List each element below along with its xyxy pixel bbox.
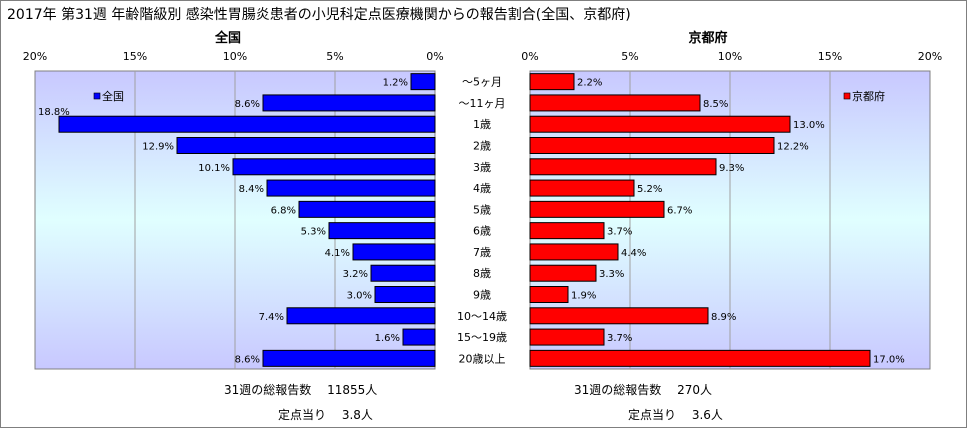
category-label: 5歳 bbox=[473, 203, 491, 216]
footer-stats: 31週の総報告数 11855人 定点当り 3.8人 31週の総報告数 270人 … bbox=[224, 382, 723, 422]
national-total: 31週の総報告数 11855人 bbox=[224, 382, 377, 397]
bar bbox=[529, 158, 717, 176]
data-label: 8.9% bbox=[711, 312, 736, 323]
x-tick-label: 0% bbox=[426, 50, 443, 63]
data-label: 12.9% bbox=[142, 142, 174, 153]
data-label: 3.0% bbox=[347, 291, 372, 302]
data-label: 3.7% bbox=[607, 333, 632, 344]
bar bbox=[529, 73, 575, 91]
data-label: 18.8% bbox=[38, 107, 70, 118]
category-label: 20歳以上 bbox=[459, 352, 506, 365]
category-label: 7歳 bbox=[473, 246, 491, 259]
data-label: 4.4% bbox=[621, 248, 646, 259]
data-label: 5.3% bbox=[301, 227, 326, 238]
bar bbox=[529, 115, 791, 133]
data-label: 8.6% bbox=[235, 99, 260, 110]
data-label: 8.5% bbox=[703, 99, 728, 110]
x-tick-label: 20% bbox=[23, 50, 47, 63]
bar bbox=[529, 179, 635, 197]
category-labels: ～5ヶ月 ～11ヶ月 1歳 2歳 3歳 4歳 5歳 6歳 7歳 8歳 9歳 10～14歳 15～19歳 2… bbox=[457, 76, 507, 366]
data-label: 4.1% bbox=[325, 248, 350, 259]
kyoto-per-site: 定点当り 3.6人 bbox=[628, 407, 723, 422]
data-label: 12.2% bbox=[777, 142, 809, 153]
bar bbox=[352, 243, 436, 261]
x-tick-label: 5% bbox=[326, 50, 343, 63]
data-label: 3.3% bbox=[599, 269, 624, 280]
data-label: 17.0% bbox=[873, 354, 905, 365]
bar bbox=[529, 94, 701, 112]
category-label: 6歳 bbox=[473, 225, 491, 238]
bar bbox=[262, 94, 436, 112]
data-label: 6.7% bbox=[667, 205, 692, 216]
data-label: 8.4% bbox=[239, 184, 264, 195]
category-label: 10～14歳 bbox=[457, 310, 507, 323]
category-label: ～5ヶ月 bbox=[462, 76, 502, 89]
bar bbox=[328, 222, 436, 240]
bar bbox=[529, 328, 605, 346]
bar bbox=[529, 307, 709, 325]
bar bbox=[410, 73, 436, 91]
bar bbox=[529, 243, 619, 261]
x-tick-label: 10% bbox=[718, 50, 742, 63]
panel-title-0: 全国 bbox=[214, 30, 241, 46]
category-label: 3歳 bbox=[473, 161, 491, 174]
x-tick-label: 15% bbox=[818, 50, 842, 63]
data-label: 8.6% bbox=[235, 354, 260, 365]
data-label: 3.2% bbox=[343, 269, 368, 280]
data-label: 1.9% bbox=[571, 291, 596, 302]
category-label: 2歳 bbox=[473, 140, 491, 153]
legend-swatch bbox=[93, 92, 101, 100]
panel-title-1: 京都府 bbox=[688, 30, 727, 46]
bar bbox=[232, 158, 436, 176]
chart-title: 2017年 第31週 年齢階級別 感染性胃腸炎患者の小児科定点医療機関からの報告… bbox=[7, 6, 631, 23]
x-tick-label: 20% bbox=[918, 50, 942, 63]
data-label: 6.8% bbox=[271, 205, 296, 216]
data-label: 2.2% bbox=[577, 78, 602, 89]
legend-label: 京都府 bbox=[852, 89, 885, 103]
bar bbox=[529, 286, 569, 303]
bar bbox=[529, 137, 775, 154]
category-label: 1歳 bbox=[473, 118, 491, 131]
bar bbox=[370, 264, 436, 282]
category-label: ～11ヶ月 bbox=[459, 97, 506, 110]
data-label: 7.4% bbox=[259, 312, 284, 323]
data-label: 9.3% bbox=[719, 163, 744, 174]
category-label: 8歳 bbox=[473, 267, 491, 280]
bar bbox=[402, 328, 436, 346]
x-tick-label: 10% bbox=[223, 50, 247, 63]
category-label: 9歳 bbox=[473, 289, 491, 302]
legend-label: 全国 bbox=[102, 89, 124, 103]
x-tick-label: 5% bbox=[621, 50, 638, 63]
legend-swatch bbox=[843, 92, 851, 100]
x-tick-label: 0% bbox=[521, 50, 538, 63]
bar bbox=[176, 137, 436, 154]
bar bbox=[529, 264, 597, 282]
category-label: 15～19歳 bbox=[457, 331, 507, 344]
data-label: 5.2% bbox=[637, 184, 662, 195]
data-label: 3.7% bbox=[607, 227, 632, 238]
x-tick-label: 15% bbox=[123, 50, 147, 63]
bar bbox=[58, 115, 436, 133]
category-label: 4歳 bbox=[473, 182, 491, 195]
data-label: 10.1% bbox=[198, 163, 230, 174]
bar bbox=[529, 200, 665, 218]
kyoto-total: 31週の総報告数 270人 bbox=[574, 382, 712, 397]
data-label: 1.2% bbox=[383, 78, 408, 89]
bar bbox=[298, 200, 436, 218]
bar bbox=[266, 179, 436, 197]
bar bbox=[374, 286, 436, 303]
data-label: 1.6% bbox=[375, 333, 400, 344]
bar bbox=[262, 349, 436, 367]
bar bbox=[286, 307, 436, 325]
bar bbox=[529, 349, 871, 367]
national-per-site: 定点当り 3.8人 bbox=[278, 407, 373, 422]
data-label: 13.0% bbox=[793, 120, 825, 131]
bar bbox=[529, 222, 605, 240]
plot-layer: 全国 0% 5% 10% 15% 20% 1.2% 8.6% 18.8% 12.9% 10.1% 8.… bbox=[23, 30, 942, 370]
